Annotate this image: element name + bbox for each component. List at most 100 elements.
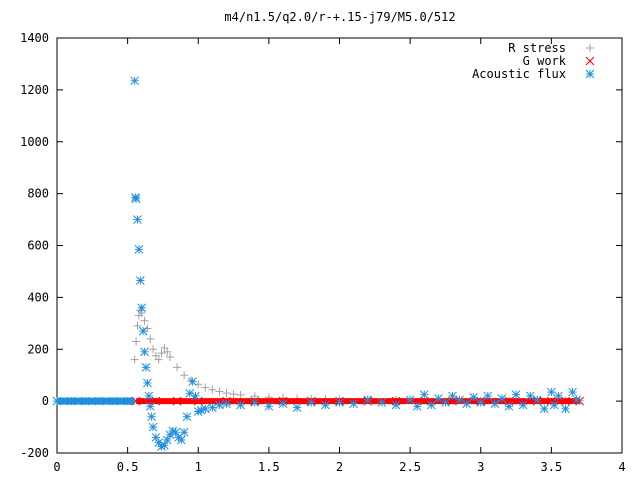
data-point xyxy=(200,404,210,414)
data-point xyxy=(504,401,514,411)
data-point xyxy=(511,390,521,399)
data-point xyxy=(109,396,118,406)
data-point xyxy=(229,390,238,399)
data-point xyxy=(182,412,192,422)
data-point xyxy=(66,396,76,406)
data-point xyxy=(133,321,142,330)
data-point xyxy=(497,394,507,403)
data-point xyxy=(321,400,330,410)
data-point xyxy=(363,395,373,405)
data-point xyxy=(140,347,149,357)
legend-label: R stress xyxy=(508,41,566,55)
data-point xyxy=(208,385,217,394)
axes: 0 0.5 1 1.5 2 2.5 3 3.5 4 -200 0 200 400 600 800 1000 12… xyxy=(20,31,626,474)
x-tick-label: 1.5 xyxy=(258,460,280,474)
plot-frame xyxy=(56,37,623,454)
data-point xyxy=(222,399,231,409)
data-point xyxy=(143,378,152,388)
data-point xyxy=(140,316,149,325)
data-point xyxy=(176,435,186,445)
data-point xyxy=(143,324,152,333)
data-point xyxy=(145,401,155,411)
x-tick-label: 3.5 xyxy=(541,460,563,474)
data-point xyxy=(215,387,224,396)
data-point xyxy=(561,396,570,406)
data-point xyxy=(236,390,245,399)
y-tick-label: 1000 xyxy=(20,135,49,149)
data-point xyxy=(222,389,231,398)
y-tick-label: -200 xyxy=(20,446,49,460)
data-point xyxy=(236,400,245,410)
data-point xyxy=(172,396,182,406)
data-point xyxy=(292,403,302,412)
data-point xyxy=(547,387,556,397)
x-tick-label: 4 xyxy=(618,460,625,474)
x-tick-label: 0 xyxy=(53,460,60,474)
data-point xyxy=(166,353,174,362)
data-point xyxy=(306,398,316,407)
data-point xyxy=(250,398,260,407)
data-point xyxy=(405,395,415,405)
data-point xyxy=(95,396,104,406)
data-point xyxy=(554,391,563,401)
chart-title: m4/n1.5/q2.0/r-+.15-j79/M5.0/512 xyxy=(224,10,455,24)
legend-marker xyxy=(585,56,595,66)
data-point xyxy=(525,391,535,401)
data-point xyxy=(163,347,172,356)
data-point xyxy=(52,396,62,406)
data-point xyxy=(138,326,148,336)
data-point xyxy=(148,422,158,432)
y-tick-label: 1400 xyxy=(20,31,49,45)
y-tick-label: 200 xyxy=(27,342,49,356)
x-tick-label: 2 xyxy=(336,460,343,474)
data-point xyxy=(426,400,436,410)
legend-marker xyxy=(586,44,594,52)
data-marks xyxy=(52,76,584,451)
data-point xyxy=(568,387,577,397)
data-point xyxy=(549,400,559,410)
data-point xyxy=(532,395,542,405)
data-point xyxy=(130,76,140,86)
data-point xyxy=(264,401,274,411)
data-point xyxy=(154,355,163,364)
data-point xyxy=(476,398,486,407)
data-point xyxy=(149,345,158,354)
data-point xyxy=(157,349,166,358)
data-point xyxy=(215,400,224,410)
data-point xyxy=(490,399,500,409)
data-point xyxy=(391,400,401,410)
data-point xyxy=(462,399,471,409)
data-point xyxy=(201,383,210,392)
y-tick-label: 1200 xyxy=(20,83,49,97)
data-point xyxy=(123,396,132,406)
data-point xyxy=(135,276,145,285)
x-tick-label: 0.5 xyxy=(117,460,139,474)
legend-marker xyxy=(585,69,595,79)
data-point xyxy=(144,391,154,401)
data-point xyxy=(412,401,422,411)
data-point xyxy=(131,194,141,204)
data-point xyxy=(349,399,358,409)
data-point xyxy=(147,412,156,422)
data-point xyxy=(448,391,457,401)
data-point xyxy=(419,390,429,399)
y-tick-label: 400 xyxy=(27,290,49,304)
data-point xyxy=(173,363,182,372)
data-point xyxy=(146,334,155,343)
data-point xyxy=(419,396,429,406)
data-point xyxy=(141,363,151,372)
data-point xyxy=(134,245,144,254)
data-point xyxy=(469,392,479,402)
data-point xyxy=(208,403,217,412)
data-point xyxy=(441,398,450,407)
data-point xyxy=(572,395,582,405)
data-point xyxy=(179,427,189,437)
data-point xyxy=(455,395,464,405)
series-r-stress xyxy=(130,306,584,405)
data-point xyxy=(434,394,443,403)
data-point xyxy=(278,399,288,409)
data-point xyxy=(191,391,200,401)
y-tick-label: 800 xyxy=(27,187,49,201)
